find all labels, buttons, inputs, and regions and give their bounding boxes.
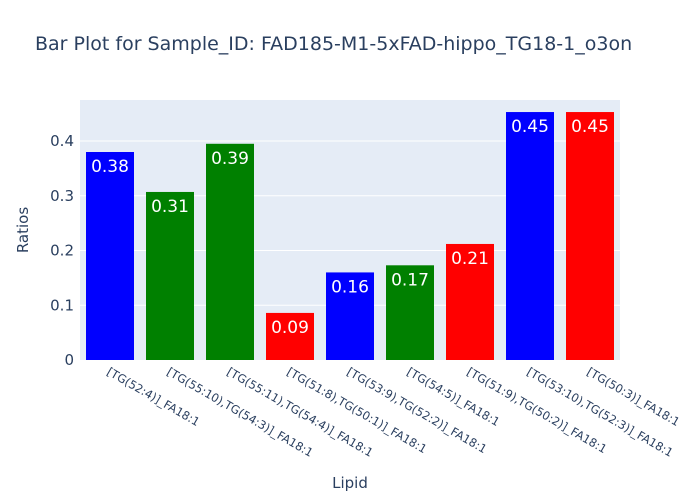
bar	[146, 191, 194, 360]
bar-value-label: 0.45	[511, 117, 549, 137]
bar-value-label: 0.16	[331, 277, 369, 297]
y-axis-title: Ratios	[14, 207, 32, 254]
y-tick-label: 0.1	[50, 296, 74, 314]
bar-value-label: 0.39	[211, 149, 249, 169]
bar	[566, 112, 614, 360]
bar	[326, 272, 374, 360]
bar-value-label: 0.45	[571, 117, 609, 137]
bar	[266, 312, 314, 360]
x-axis-ticks: [TG(52:4)]_FA18:1[TG(55:10),TG(54:3)]_FA…	[105, 364, 683, 459]
y-tick-label: 0.4	[50, 132, 74, 150]
y-axis-ticks: 0 0.1 0.2 0.3 0.4	[50, 132, 74, 369]
y-tick-label: 0.2	[50, 242, 74, 260]
bar	[506, 112, 554, 360]
y-tick-label: 0	[64, 351, 74, 369]
bar	[386, 265, 434, 360]
bar	[86, 152, 134, 360]
x-axis-title: Lipid	[332, 474, 368, 492]
bar	[446, 243, 494, 360]
bar	[206, 143, 254, 360]
y-tick-label: 0.3	[50, 187, 74, 205]
chart-title: Bar Plot for Sample_ID: FAD185-M1-5xFAD-…	[35, 33, 632, 55]
bar-value-label: 0.31	[151, 197, 189, 217]
bar-value-label: 0.17	[391, 270, 429, 290]
bars	[86, 112, 614, 360]
bar-value-label: 0.09	[271, 318, 309, 338]
bar-labels: 0.38 0.31 0.39 0.09 0.16 0.17 0.21 0.45 0.45	[91, 117, 609, 338]
bar-value-label: 0.38	[91, 157, 129, 177]
bar-value-label: 0.21	[451, 249, 489, 269]
